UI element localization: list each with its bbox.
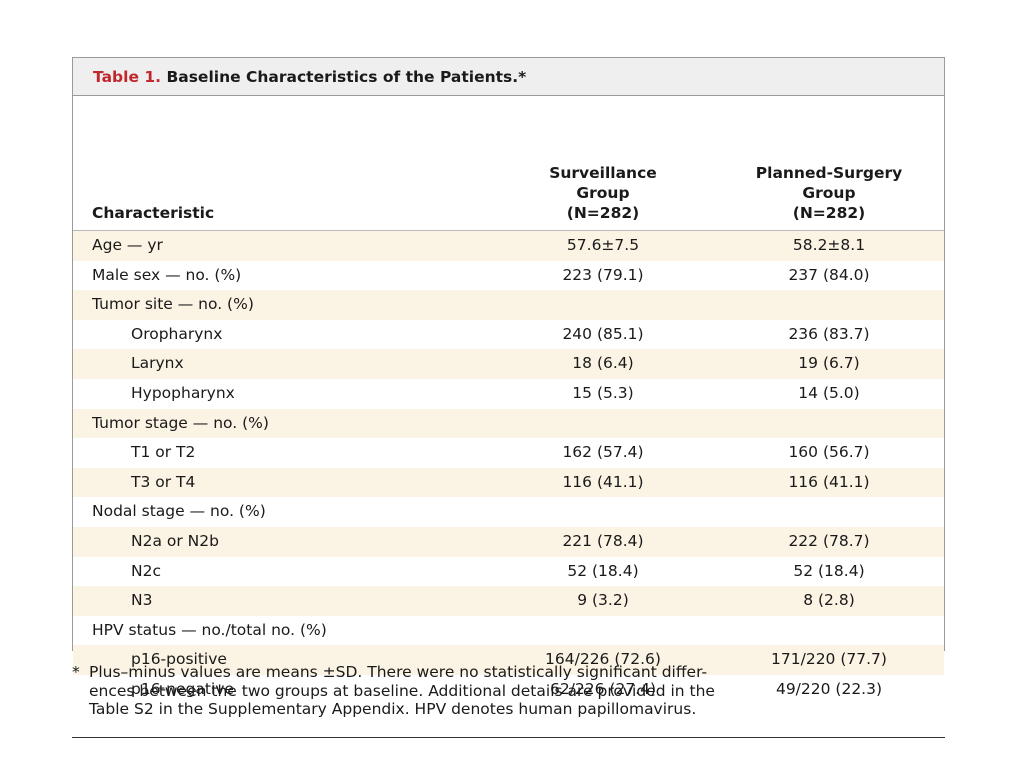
table-caption-label: Table 1.: [93, 68, 162, 86]
table-caption: Table 1. Baseline Characteristics of the…: [73, 58, 944, 96]
row-label: p16-negative: [131, 679, 234, 698]
surveillance-value: 116 (41.1): [562, 472, 644, 491]
footnote-line: Table S2 in the Supplementary Appendix. …: [89, 700, 697, 718]
table-row: Larynx 18 (6.4) 19 (6.7): [73, 349, 944, 379]
surveillance-value: 221 (78.4): [562, 531, 644, 550]
surveillance-value: 57.6±7.5: [566, 236, 640, 254]
row-label: p16-positive: [131, 650, 227, 669]
planned-surgery-value: 116 (41.1): [788, 472, 870, 491]
surveillance-value: 240 (85.1): [562, 324, 644, 343]
surveillance-value: 15 (5.3): [572, 383, 634, 402]
surveillance-value: 18 (6.4): [572, 354, 634, 373]
header-group2-line: Group: [802, 184, 856, 202]
row-label: Age — yr: [92, 236, 163, 254]
row-label: T1 or T2: [131, 443, 196, 462]
table-row: N3 9 (3.2) 8 (2.8): [73, 586, 944, 616]
surveillance-value: 52 (18.4): [567, 561, 639, 580]
footnote-marker: *: [72, 663, 80, 681]
table-row: Male sex — no. (%) 223 (79.1) 237 (84.0): [73, 261, 944, 291]
header-group1-line: Surveillance: [549, 164, 657, 182]
planned-surgery-value: 8 (2.8): [803, 591, 855, 610]
planned-surgery-value: 222 (78.7): [788, 531, 870, 550]
header-group1-line: (N=282): [566, 204, 640, 222]
planned-surgery-value: 49/220 (22.3): [775, 679, 883, 698]
row-label: HPV status — no./total no. (%): [92, 620, 327, 639]
table-body: Age — yr 57.6±7.5 58.2±8.1 Male sex — no. (…: [73, 231, 944, 705]
header-surveillance-group: Surveillance Group (N=282): [493, 163, 713, 223]
table-row: N2c 52 (18.4) 52 (18.4): [73, 557, 944, 587]
row-label: N3: [131, 591, 153, 610]
row-label: N2c: [131, 561, 161, 580]
table-row: T1 or T2 162 (57.4) 160 (56.7): [73, 438, 944, 468]
planned-surgery-value: 58.2±8.1: [792, 236, 866, 254]
surveillance-value: 164/226 (72.6): [545, 650, 661, 669]
header-planned-surgery-group: Planned-Surgery Group (N=282): [719, 163, 939, 223]
surveillance-value: 162 (57.4): [562, 443, 644, 462]
table-footnote: * Plus–minus values are means ±SD. There…: [72, 663, 952, 719]
table-row: N2a or N2b 221 (78.4) 222 (78.7): [73, 526, 944, 557]
surveillance-value: 9 (3.2): [577, 591, 629, 610]
footnote-line: Plus–minus values are means ±SD. There w…: [89, 663, 708, 681]
footnote-line: ences between the two groups at baseline…: [89, 681, 715, 700]
baseline-table: Table 1. Baseline Characteristics of the…: [72, 57, 945, 698]
table-row: Nodal stage — no. (%): [73, 497, 944, 527]
table-row: HPV status — no./total no. (%): [73, 616, 944, 646]
table-row: Tumor stage — no. (%): [73, 408, 944, 439]
planned-surgery-value: 160 (56.7): [788, 443, 870, 462]
header-group2-line: (N=282): [792, 204, 866, 222]
table-caption-text: Baseline Characteristics of the Patients…: [166, 68, 527, 86]
table-row: p16-negative 62/226 (27.4) 49/220 (22.3): [73, 675, 944, 705]
surveillance-value: 223 (79.1): [562, 265, 644, 284]
table-row: Oropharynx 240 (85.1) 236 (83.7): [73, 320, 944, 350]
header-characteristic: Characteristic: [92, 204, 215, 222]
row-label: Oropharynx: [131, 324, 223, 343]
row-label: Male sex — no. (%): [92, 265, 242, 284]
row-label: Larynx: [131, 354, 184, 373]
table-row: Age — yr 57.6±7.5 58.2±8.1: [73, 231, 944, 261]
bottom-divider: [72, 737, 945, 738]
row-label: Hypopharynx: [131, 383, 235, 402]
header-group2-line: Planned-Surgery: [755, 164, 903, 182]
row-label: T3 or T4: [131, 472, 196, 491]
planned-surgery-value: 52 (18.4): [793, 561, 865, 580]
table-row: p16-positive 164/226 (72.6) 171/220 (77.7): [73, 645, 944, 675]
row-label: Nodal stage — no. (%): [92, 502, 266, 521]
row-label: Tumor site — no. (%): [92, 295, 254, 314]
table-row: Tumor site — no. (%): [73, 290, 944, 320]
planned-surgery-value: 14 (5.0): [798, 383, 860, 402]
planned-surgery-value: 171/220 (77.7): [771, 650, 887, 669]
table-row: Hypopharynx 15 (5.3) 14 (5.0): [73, 379, 944, 409]
row-label: Tumor stage — no. (%): [92, 413, 269, 432]
planned-surgery-value: 19 (6.7): [798, 354, 860, 373]
planned-surgery-value: 236 (83.7): [788, 324, 870, 343]
table-row: T3 or T4 116 (41.1) 116 (41.1): [73, 467, 944, 498]
header-group1-line: Group: [576, 184, 630, 202]
table-header-row: Characteristic Surveillance Group (N=282…: [73, 96, 944, 231]
planned-surgery-value: 237 (84.0): [788, 265, 870, 284]
surveillance-value: 62/226 (27.4): [549, 679, 657, 698]
row-label: N2a or N2b: [131, 531, 219, 550]
